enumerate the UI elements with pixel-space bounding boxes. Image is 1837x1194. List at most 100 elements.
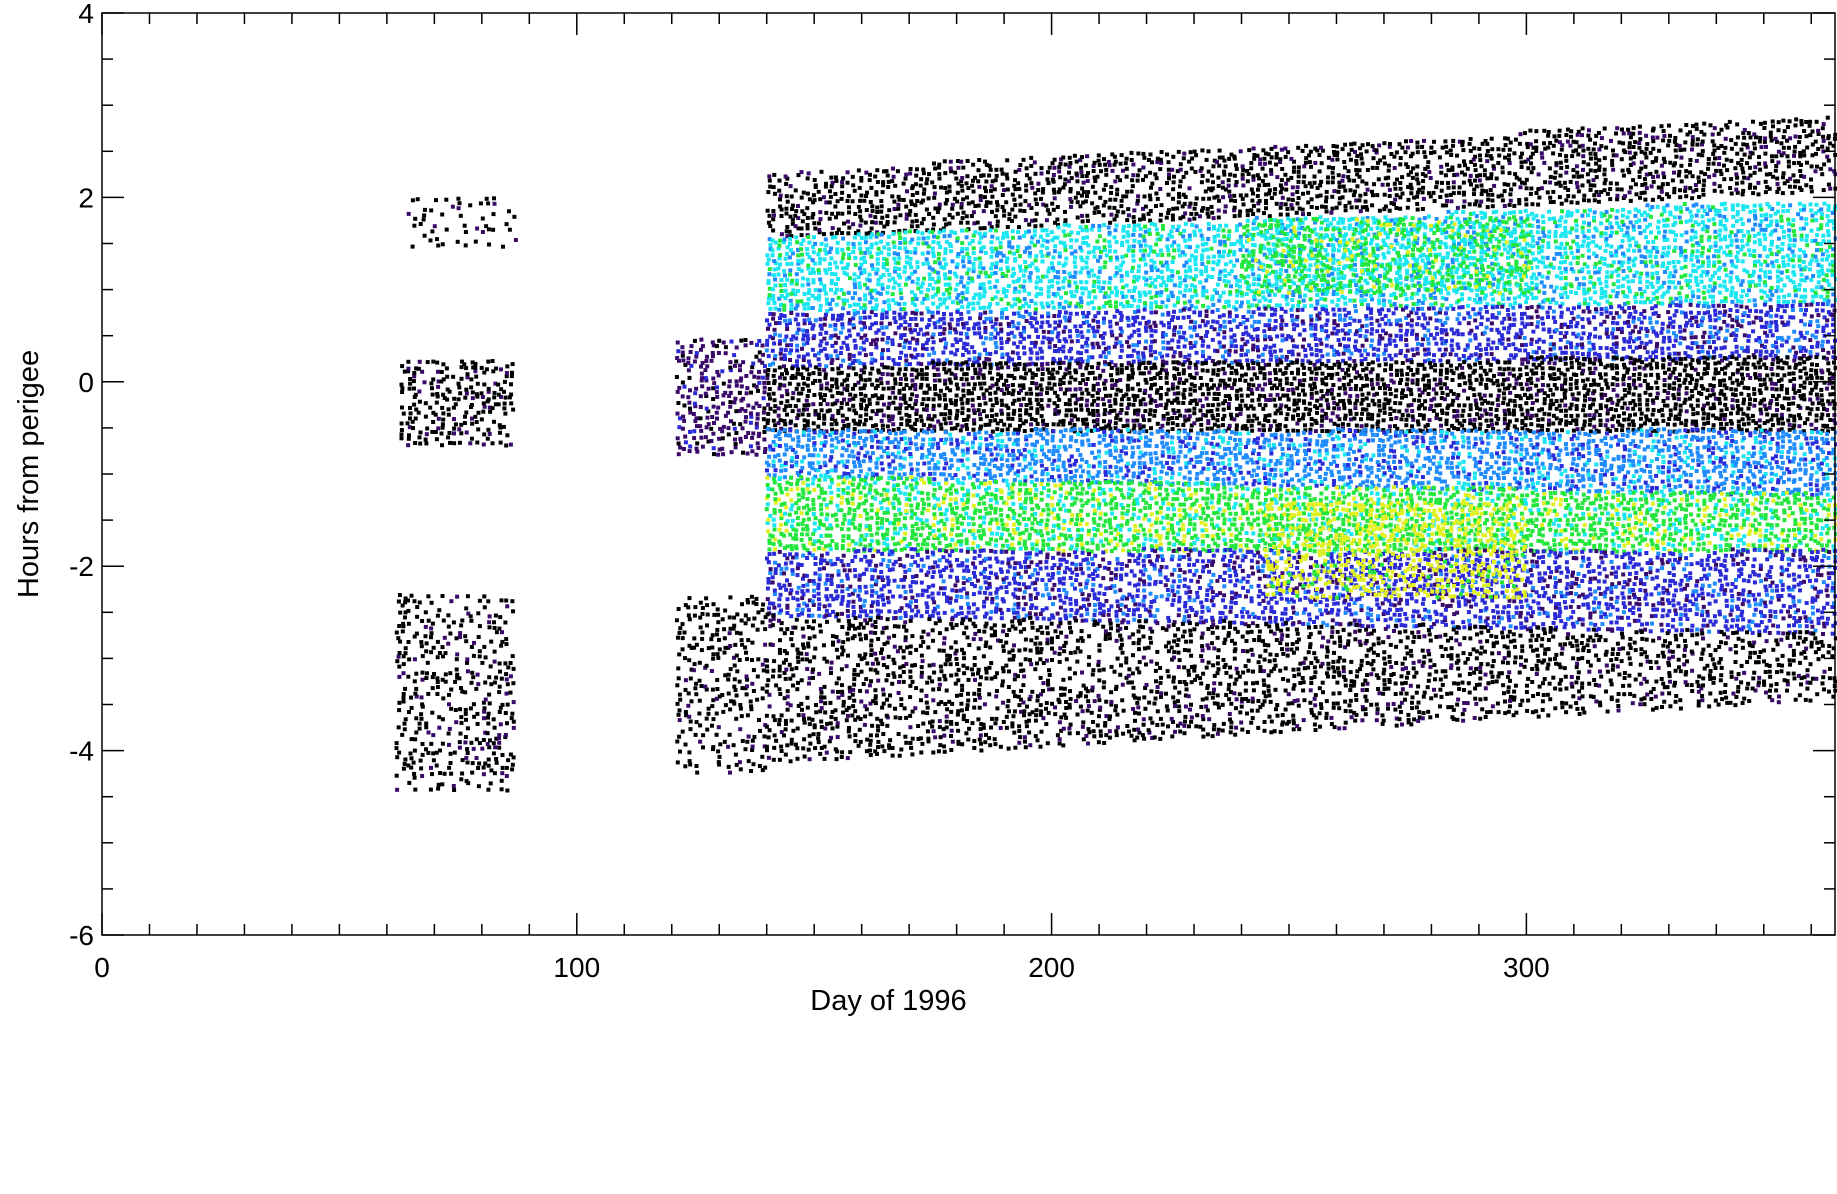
scatter-point <box>1110 152 1115 157</box>
scatter-point <box>434 400 439 405</box>
scatter-point <box>989 240 994 245</box>
scatter-point <box>1193 233 1197 238</box>
scatter-point <box>819 281 824 286</box>
scatter-point <box>1696 152 1701 157</box>
scatter-point <box>1451 191 1456 196</box>
scatter-point <box>1502 204 1507 208</box>
scatter-point <box>1757 139 1762 144</box>
scatter-point <box>744 650 748 655</box>
scatter-point <box>1393 197 1398 202</box>
scatter-point <box>746 638 751 643</box>
scatter-point <box>1712 188 1717 193</box>
scatter-point <box>1403 150 1408 155</box>
scatter-point <box>784 211 789 216</box>
scatter-point <box>1552 134 1557 139</box>
scatter-point <box>397 664 402 669</box>
scatter-point <box>907 275 912 280</box>
scatter-point <box>1802 129 1807 133</box>
scatter-point <box>494 675 499 680</box>
scatter-point <box>1505 136 1510 141</box>
scatter-point <box>1326 273 1331 278</box>
scatter-point <box>481 409 486 414</box>
scatter-point <box>737 760 742 765</box>
scatter-point <box>694 642 699 647</box>
scatter-point <box>1340 147 1345 152</box>
scatter-point <box>504 371 509 375</box>
scatter-point <box>1336 189 1341 194</box>
scatter-point <box>1404 162 1409 167</box>
scatter-point <box>1280 167 1285 171</box>
scatter-point <box>907 212 912 217</box>
scatter-point <box>1483 235 1488 240</box>
scatter-point <box>840 190 845 195</box>
scatter-point <box>948 166 953 171</box>
scatter-point <box>1336 258 1341 263</box>
scatter-point <box>1131 249 1136 253</box>
scatter-point <box>1153 278 1158 283</box>
scatter-point <box>1558 160 1563 165</box>
scatter-point <box>1455 287 1460 292</box>
scatter-point <box>680 350 685 355</box>
scatter-point <box>913 247 918 251</box>
scatter-point <box>865 277 870 282</box>
scatter-point <box>1508 140 1513 145</box>
scatter-point <box>766 301 771 306</box>
scatter-point <box>1799 163 1803 167</box>
scatter-point <box>1375 277 1380 282</box>
scatter-point <box>1273 259 1278 264</box>
scatter-point <box>1610 158 1615 163</box>
scatter-point <box>1683 185 1688 190</box>
scatter-point <box>1352 278 1357 283</box>
scatter-point <box>442 396 447 400</box>
scatter-point <box>1217 163 1222 168</box>
scatter-point <box>924 293 929 298</box>
scatter-point <box>704 406 709 411</box>
scatter-point <box>1010 192 1015 197</box>
scatter-point <box>692 436 697 441</box>
scatter-point <box>1473 178 1477 183</box>
scatter-point <box>1355 184 1360 189</box>
scatter-point <box>1782 129 1787 134</box>
scatter-point <box>1078 270 1083 275</box>
scatter-point <box>976 179 981 184</box>
scatter-point <box>1449 245 1454 250</box>
scatter-point <box>790 207 794 211</box>
scatter-point <box>722 627 727 632</box>
scatter-point <box>1820 172 1825 177</box>
scatter-point <box>492 419 496 424</box>
scatter-point <box>1302 164 1307 169</box>
scatter-point <box>441 417 446 422</box>
scatter-point <box>446 407 451 412</box>
scatter-point <box>1068 274 1073 279</box>
scatter-point <box>766 220 771 225</box>
scatter-point <box>1233 199 1238 203</box>
scatter-point <box>1273 187 1278 192</box>
scatter-point <box>1028 278 1033 283</box>
scatter-point <box>973 292 978 297</box>
scatter-point <box>435 680 440 684</box>
scatter-point <box>827 302 832 306</box>
scatter-point <box>1133 285 1137 290</box>
scatter-point <box>1454 290 1459 295</box>
scatter-point <box>998 240 1003 245</box>
scatter-point <box>1149 305 1154 310</box>
scatter-point <box>446 624 451 629</box>
scatter-point <box>1363 298 1368 303</box>
scatter-point <box>1033 197 1038 202</box>
scatter-point <box>927 212 932 216</box>
scatter-point <box>449 706 454 711</box>
scatter-point <box>1092 254 1097 259</box>
scatter-point <box>933 206 938 211</box>
scatter-point <box>1239 273 1244 278</box>
scatter-point <box>1580 126 1585 131</box>
scatter-point <box>1335 150 1340 155</box>
scatter-point <box>490 406 495 411</box>
scatter-point <box>407 780 412 785</box>
scatter-point <box>511 407 516 412</box>
scatter-point <box>1562 180 1567 185</box>
scatter-point <box>501 244 505 249</box>
scatter-point <box>745 386 750 391</box>
scatter-point <box>691 412 696 416</box>
scatter-point <box>1385 182 1390 187</box>
scatter-point <box>943 171 948 176</box>
